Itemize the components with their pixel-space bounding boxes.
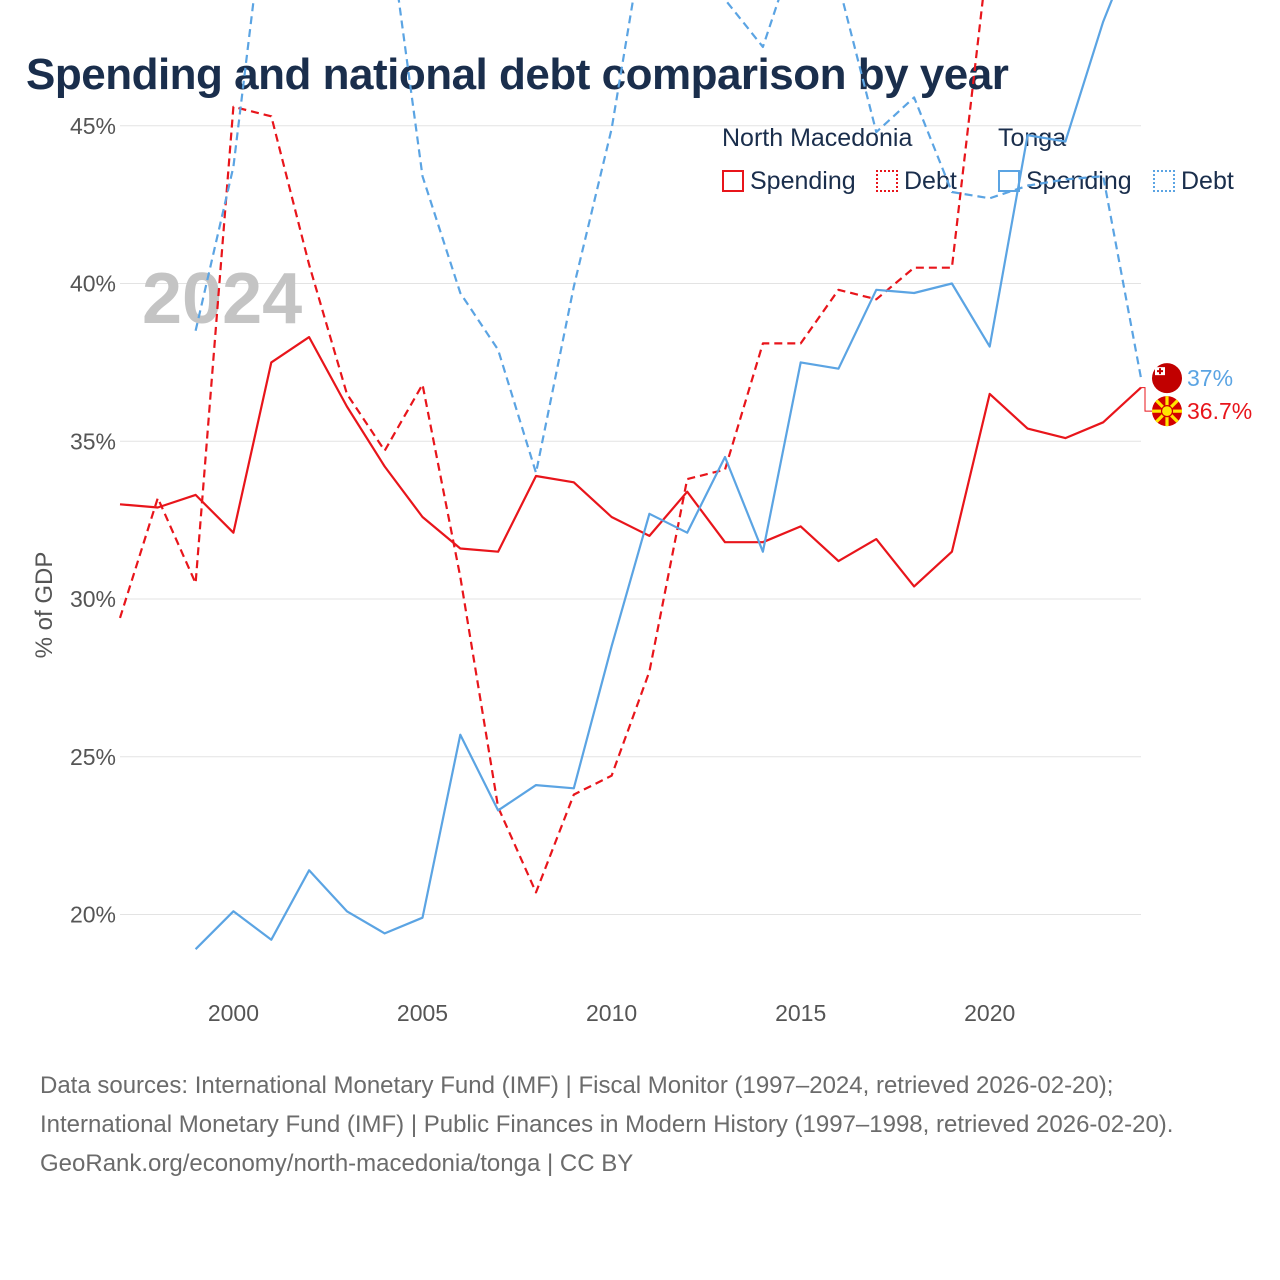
data-sources: Data sources: International Monetary Fun… <box>40 1066 1240 1183</box>
y-tick-label: 40% <box>70 271 116 297</box>
x-tick-label: 2005 <box>397 1000 448 1026</box>
x-tick-label: 2010 <box>586 1000 637 1026</box>
label-connector <box>1141 387 1153 412</box>
series-line-north-macedonia-debt <box>118 0 984 894</box>
legend-north-macedonia-spending[interactable]: Spending <box>722 166 856 196</box>
legend-swatch-solid-icon <box>722 170 744 192</box>
year-watermark: 2024 <box>142 259 302 339</box>
legend-title-north-macedonia: North Macedonia <box>722 124 913 152</box>
y-tick-label: 30% <box>70 586 116 612</box>
series-line-north-macedonia-spending <box>119 336 1142 588</box>
chart-title: Spending and national debt comparison by… <box>26 50 1009 99</box>
series-end-label: 37% <box>1187 365 1233 391</box>
x-tick-label: 2015 <box>775 1000 826 1026</box>
x-tick-label: 2000 <box>208 1000 259 1026</box>
y-tick-label: 20% <box>70 902 116 928</box>
source-text: Data sources: International Monetary Fun… <box>40 1072 1174 1138</box>
x-tick-label: 2020 <box>964 1000 1015 1026</box>
series-line-tonga-debt <box>194 0 1143 474</box>
tonga-flag-icon <box>1152 363 1182 394</box>
source-link[interactable]: GeoRank.org/economy/north-macedonia/tong… <box>40 1150 634 1177</box>
y-tick-label: 35% <box>70 428 116 454</box>
legend-swatch-dotted-icon <box>1153 170 1175 192</box>
legend-title-tonga: Tonga <box>998 124 1067 152</box>
legend-label: Spending <box>750 166 856 195</box>
series-end-label: 36.7% <box>1187 398 1252 424</box>
legend-north-macedonia-debt[interactable]: Debt <box>876 166 957 196</box>
legend-tonga-debt[interactable]: Debt <box>1153 166 1234 196</box>
y-axis-label: % of GDP <box>31 552 58 659</box>
series-line-tonga-spending <box>194 0 1114 950</box>
legend-swatch-dotted-icon <box>876 170 898 192</box>
y-tick-label: 45% <box>70 113 116 139</box>
north-macedonia-flag-icon <box>1152 396 1182 427</box>
y-tick-label: 25% <box>70 744 116 770</box>
legend-label: Spending <box>1026 166 1132 195</box>
legend-label: Debt <box>1181 166 1234 195</box>
line-chart: 20%25%30%35%40%45%50%55%60%2000200520102… <box>31 0 1252 1026</box>
